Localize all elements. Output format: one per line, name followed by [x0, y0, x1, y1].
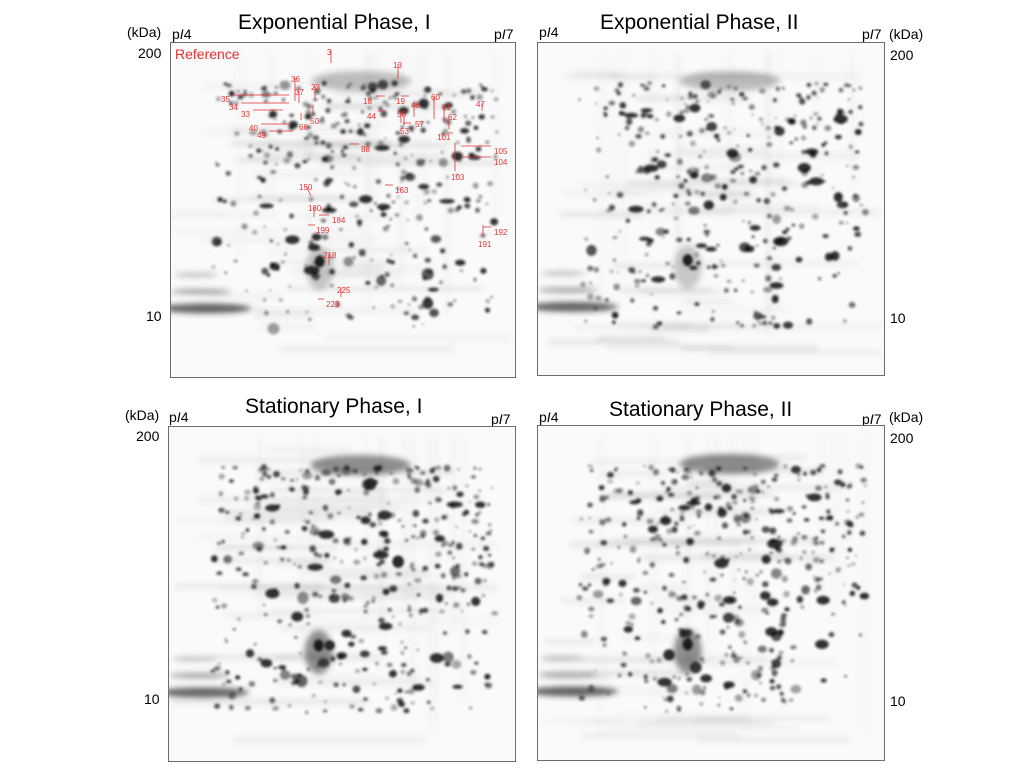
spot-number-label: 192: [494, 228, 508, 237]
spot-number-label: 57: [415, 120, 424, 129]
pi-right-label: pI7: [862, 26, 882, 42]
spot-number-label: 50: [310, 117, 319, 126]
kda-label: (kDa): [889, 409, 924, 425]
spot-number-label: 3: [327, 48, 332, 57]
kda-label: (kDa): [125, 407, 160, 423]
spot-number-label: 36: [291, 75, 300, 84]
spot-number-label: 33: [241, 110, 250, 119]
pi-left-label: pI4: [172, 26, 192, 42]
panel-title-exp-1: Exponential Phase, I: [238, 11, 431, 34]
spot-number-label: 34: [229, 103, 238, 112]
panel-title-stat-2: Stationary Phase, II: [609, 398, 793, 421]
reference-label: Reference: [175, 46, 240, 62]
pi-left-label: pI4: [539, 24, 559, 40]
mw-10-label: 10: [144, 691, 160, 707]
gel-spots: [169, 437, 499, 742]
spot-number-label: 184: [332, 216, 346, 225]
spot-number-label: 49: [257, 131, 266, 140]
spot-number-label: 62: [448, 113, 457, 122]
mw-200-label: 200: [136, 428, 160, 444]
spot-number-label: 46: [411, 101, 420, 110]
spot-number-label: 60: [431, 93, 440, 102]
spot-number-label: 163: [395, 186, 409, 195]
mw-200-label: 200: [138, 45, 162, 61]
gel-image-stat-2: [537, 425, 885, 761]
pi-right-label: pI7: [491, 411, 511, 427]
spot-number-label: 103: [451, 173, 465, 182]
mw-10-label: 10: [890, 310, 906, 326]
spot-number-label: 40: [249, 124, 258, 133]
spot-number-label: 88: [361, 145, 370, 154]
gel-image-exp-2: [537, 42, 885, 376]
spot-number-label: 104: [494, 158, 508, 167]
panel-title-stat-1: Stationary Phase, I: [245, 395, 423, 418]
spot-number-label: 66: [299, 123, 308, 132]
pi-left-label: pI4: [539, 409, 559, 425]
spot-number-label: 225: [337, 286, 351, 295]
spot-number-label: 18: [363, 97, 372, 106]
spot-number-label: 23: [311, 83, 320, 92]
spot-number-label: 47: [476, 100, 485, 109]
pi-right-label: pI7: [494, 26, 514, 42]
spot-number-label: 218: [323, 251, 337, 260]
spot-number-label: 101: [437, 133, 451, 142]
gel-image-exp-1: Reference 3 13 36 37 23 35 34 33 40 49 66 50 18 19 44 5…: [170, 42, 516, 378]
panel-title-exp-2: Exponential Phase, II: [600, 11, 799, 34]
mw-10-label: 10: [890, 693, 906, 709]
spot-number-label: 150: [299, 183, 313, 192]
spot-number-label: 13: [393, 61, 402, 70]
spot-number-label: 35: [221, 95, 230, 104]
mw-10-label: 10: [146, 308, 162, 324]
gel-spots: [171, 53, 512, 350]
spot-number-label: 53: [400, 127, 409, 136]
pi-right-label: pI7: [862, 411, 882, 427]
spot-number-label: 61: [442, 103, 451, 112]
spot-number-label: 56: [397, 110, 406, 119]
kda-label: (kDa): [889, 26, 924, 42]
mw-200-label: 200: [890, 430, 914, 446]
spot-number-label: 199: [316, 226, 330, 235]
mw-200-label: 200: [890, 47, 914, 63]
kda-label: (kDa): [127, 24, 162, 40]
spot-number-label: 105: [494, 147, 508, 156]
spot-number-label: 44: [367, 112, 376, 121]
spot-leader-line: [305, 185, 312, 197]
spot-number-label: 19: [396, 97, 405, 106]
pi-left-label: pI4: [169, 409, 189, 425]
spot-number-label: 191: [478, 240, 492, 249]
spot-number-label: 180: [308, 204, 322, 213]
gel-spots: [538, 53, 884, 354]
spot-number-label: 37: [295, 88, 304, 97]
gel-image-stat-1: [168, 426, 516, 762]
gel-spots: [538, 436, 870, 741]
spot-number-label: 223: [326, 300, 340, 309]
